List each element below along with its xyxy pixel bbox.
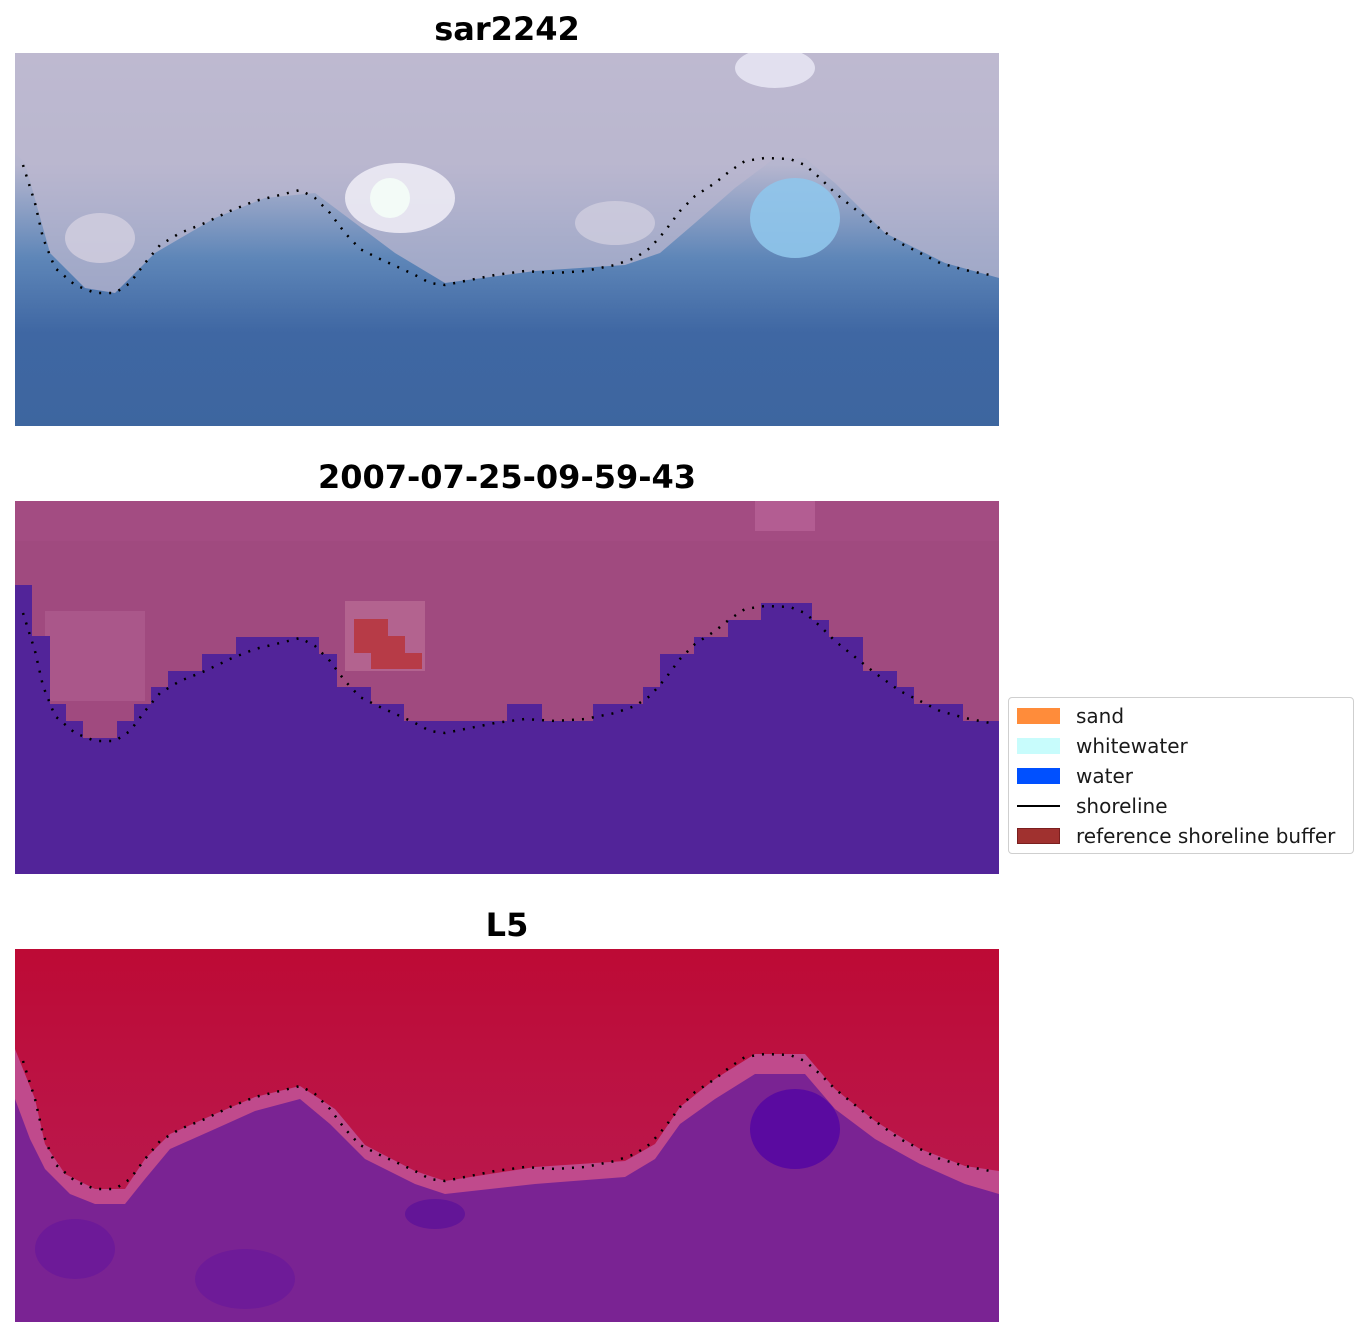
classified-image-panel	[15, 501, 999, 874]
panel-title-2: 2007-07-25-09-59-43	[317, 458, 697, 496]
whitewater-swatch	[1017, 738, 1060, 754]
panel-title-1: sar2242	[434, 10, 580, 48]
legend-label-sand: sand	[1076, 704, 1125, 728]
legend-label-shoreline: shoreline	[1076, 794, 1168, 818]
shoreline-line-icon	[1017, 805, 1060, 807]
legend-label-whitewater: whitewater	[1076, 734, 1188, 758]
reference-buffer-swatch	[1017, 828, 1060, 844]
index-image-panel	[15, 949, 999, 1322]
panel-title-3: L5	[485, 906, 529, 944]
sand-swatch	[1017, 708, 1060, 724]
legend: sand whitewater water shoreline referenc…	[1008, 697, 1354, 854]
rgb-image	[15, 53, 999, 426]
legend-label-water: water	[1076, 764, 1133, 788]
legend-item-water: water	[1017, 763, 1133, 789]
legend-item-sand: sand	[1017, 703, 1124, 729]
reference-buffer-pixels	[354, 619, 422, 669]
legend-label-reference-buffer: reference shoreline buffer	[1076, 824, 1336, 848]
index-image	[15, 949, 999, 1322]
legend-item-reference-buffer: reference shoreline buffer	[1017, 823, 1335, 849]
water-swatch	[1017, 768, 1060, 784]
rgb-image-panel	[15, 53, 999, 426]
legend-item-shoreline: shoreline	[1017, 793, 1168, 819]
legend-item-whitewater: whitewater	[1017, 733, 1188, 759]
classified-image	[15, 501, 999, 874]
